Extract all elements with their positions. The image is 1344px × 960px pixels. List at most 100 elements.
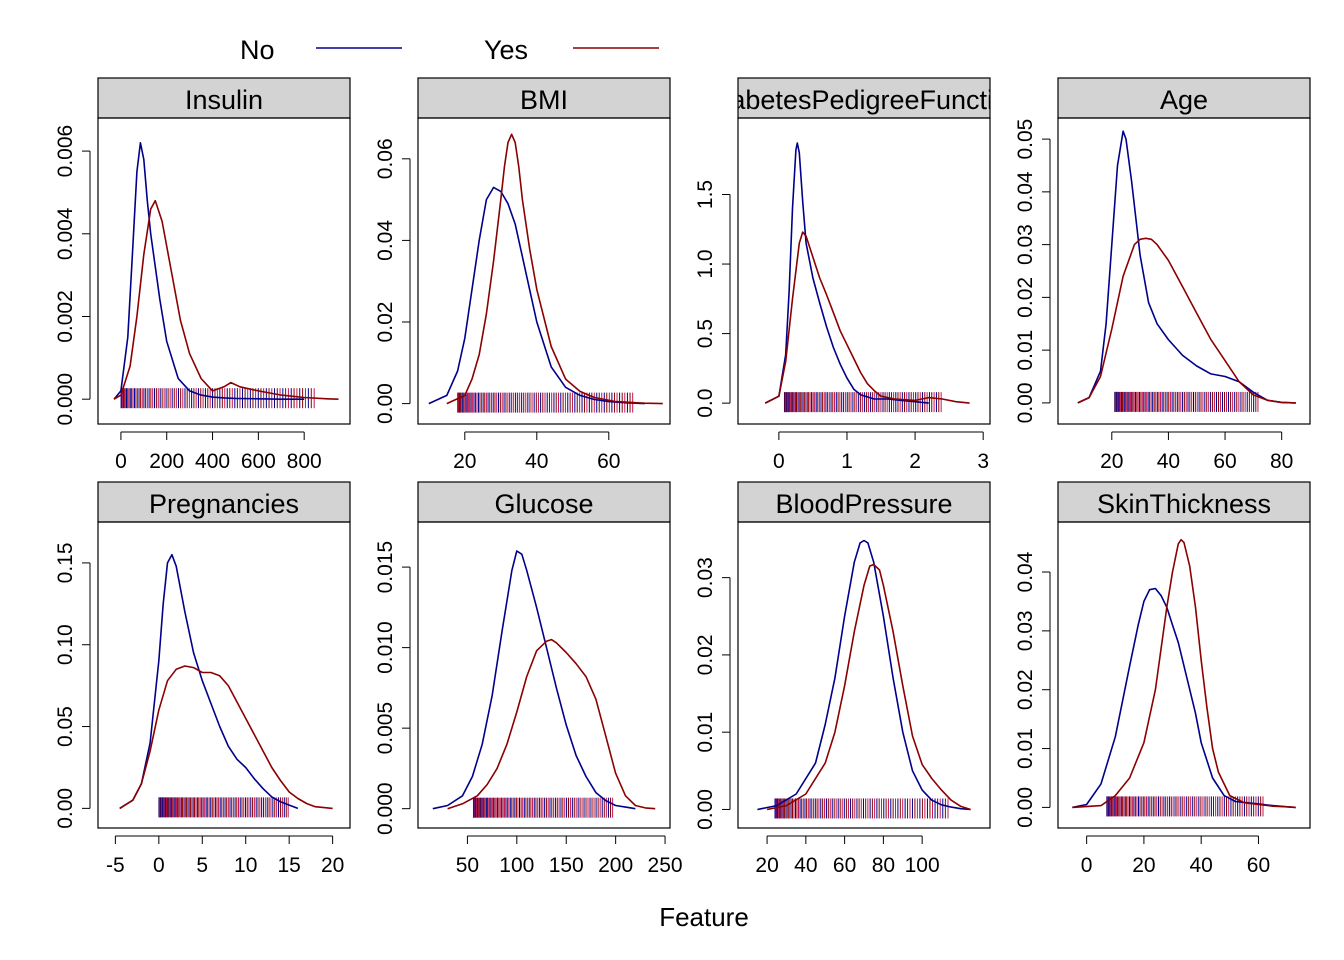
x-tick-label: 400 — [195, 450, 230, 473]
legend-label-no: No — [240, 35, 275, 65]
y-tick-label: 0.000 — [374, 782, 397, 835]
curves-bloodpressure — [757, 539, 971, 811]
y-tick-label: 0.04 — [374, 220, 397, 261]
strip-age — [1057, 77, 1311, 119]
density-line-no-bmi — [428, 186, 645, 405]
x-axis-label: Feature — [659, 902, 749, 932]
x-tick-label: 2 — [909, 450, 921, 473]
y-tick-label: 0.00 — [374, 383, 397, 424]
strip-label-diabetespedigreefunction: DiabetesPedigreeFunction — [705, 85, 1023, 115]
plot-frame-bloodpressure — [737, 521, 991, 829]
x-tick-label: 60 — [1247, 854, 1270, 877]
y-tick-label: 0.010 — [374, 621, 397, 674]
strip-label-bloodpressure: BloodPressure — [775, 489, 952, 519]
x-tick-label: 0 — [115, 450, 127, 473]
y-tick-label: 0.01 — [694, 712, 717, 753]
y-tick-label: 0.04 — [1014, 551, 1037, 592]
density-line-yes-glucose — [447, 638, 656, 810]
y-tick-label: 0.03 — [1014, 610, 1037, 651]
x-tick-label: 50 — [456, 854, 479, 877]
y-tick-label: 0.02 — [1014, 669, 1037, 710]
curves-bmi — [428, 133, 663, 405]
x-tick-label: -5 — [106, 854, 125, 877]
y-tick-label: 0.002 — [54, 290, 77, 343]
x-tick-label: 20 — [453, 450, 476, 473]
x-tick-label: 80 — [1270, 450, 1293, 473]
density-line-no-age — [1077, 130, 1296, 404]
plot-frame-glucose — [417, 521, 671, 829]
x-tick-label: 60 — [833, 854, 856, 877]
panel-pregnancies: Pregnancies 0.00 0.05 0.10 0.15 -5 0 5 10 15 20 — [54, 481, 351, 877]
rug-glucose — [472, 797, 614, 818]
x-tick-label: 60 — [597, 450, 620, 473]
panel-age: Age 0.00 0.01 0.02 0.03 0.04 0.05 20 40 60 80 — [1014, 77, 1311, 473]
curves-skinthickness — [1072, 538, 1296, 809]
curves-pregnancies — [119, 553, 333, 810]
x-tick-label: 80 — [872, 854, 895, 877]
y-tick-label: 0.01 — [1014, 330, 1037, 371]
panel-diabetespedigreefunction: DiabetesPedigreeFunction 0.0 0.5 1.0 1.5 0 1 2 3 — [694, 77, 1023, 473]
x-tick-label: 40 — [794, 854, 817, 877]
density-line-no-glucose — [432, 550, 636, 810]
x-tick-label: 20 — [755, 854, 778, 877]
curves-diabetespedigreefunction — [764, 142, 970, 404]
y-tick-label: 0.0 — [694, 389, 717, 418]
strip-insulin — [97, 77, 351, 119]
x-tick-label: 40 — [1190, 854, 1213, 877]
y-tick-label: 0.05 — [54, 706, 77, 747]
y-tick-label: 0.04 — [1014, 171, 1037, 212]
x-tick-label: 800 — [287, 450, 322, 473]
rug-insulin — [120, 388, 315, 409]
curves-insulin — [113, 142, 339, 400]
x-tick-label: 250 — [648, 854, 683, 877]
y-tick-label: 0.01 — [1014, 728, 1037, 769]
strip-label-age: Age — [1160, 85, 1208, 115]
strip-glucose — [417, 481, 671, 523]
density-line-yes-skinthickness — [1072, 538, 1296, 809]
x-tick-label: 100 — [905, 854, 940, 877]
y-tick-label: 0.06 — [374, 138, 397, 179]
y-tick-label: 0.15 — [54, 542, 77, 583]
x-tick-label: 0 — [1081, 854, 1093, 877]
density-line-yes-insulin — [113, 199, 339, 400]
plot-frame-age — [1057, 117, 1311, 425]
plot-frame-bmi — [417, 117, 671, 425]
strip-skinthickness — [1057, 481, 1311, 523]
x-tick-label: 100 — [499, 854, 534, 877]
x-tick-label: 40 — [525, 450, 548, 473]
strip-label-skinthickness: SkinThickness — [1097, 489, 1271, 519]
y-tick-label: 0.004 — [54, 207, 77, 260]
density-line-yes-age — [1077, 237, 1296, 404]
plot-frame-skinthickness — [1057, 521, 1311, 829]
density-line-no-diabetespedigreefunction — [764, 142, 929, 404]
x-tick-label: 20 — [1132, 854, 1155, 877]
x-tick-label: 200 — [149, 450, 184, 473]
y-tick-label: 0.006 — [54, 125, 77, 178]
x-tick-label: 0 — [773, 450, 785, 473]
plot-frame-diabetespedigreefunction — [737, 117, 991, 425]
strip-label-pregnancies: Pregnancies — [149, 489, 299, 519]
x-tick-label: 0 — [153, 854, 165, 877]
y-tick-label: 0.03 — [1014, 224, 1037, 265]
rug-bloodpressure — [774, 798, 949, 819]
panel-skinthickness: SkinThickness 0.00 0.01 0.02 0.03 0.04 0 20 40 60 — [1014, 481, 1311, 877]
legend-label-yes: Yes — [484, 35, 528, 65]
y-tick-label: 0.03 — [694, 557, 717, 598]
x-tick-label: 5 — [196, 854, 208, 877]
y-tick-label: 0.10 — [54, 624, 77, 665]
strip-label-insulin: Insulin — [185, 85, 263, 115]
density-line-no-insulin — [113, 142, 305, 400]
density-line-yes-bmi — [446, 133, 663, 405]
y-tick-label: 0.05 — [1014, 119, 1037, 160]
y-tick-label: 0.00 — [694, 789, 717, 830]
panel-insulin: Insulin 0.000 0.002 0.004 0.006 0 200 400 600 800 — [54, 77, 351, 473]
y-tick-label: 1.0 — [694, 249, 717, 278]
density-line-no-pregnancies — [119, 553, 299, 810]
strip-label-glucose: Glucose — [494, 489, 593, 519]
density-line-no-bloodpressure — [757, 539, 971, 811]
y-tick-label: 0.00 — [1014, 787, 1037, 828]
legend: No Yes — [240, 35, 659, 65]
y-tick-label: 0.00 — [1014, 382, 1037, 423]
y-tick-label: 0.005 — [374, 702, 397, 755]
